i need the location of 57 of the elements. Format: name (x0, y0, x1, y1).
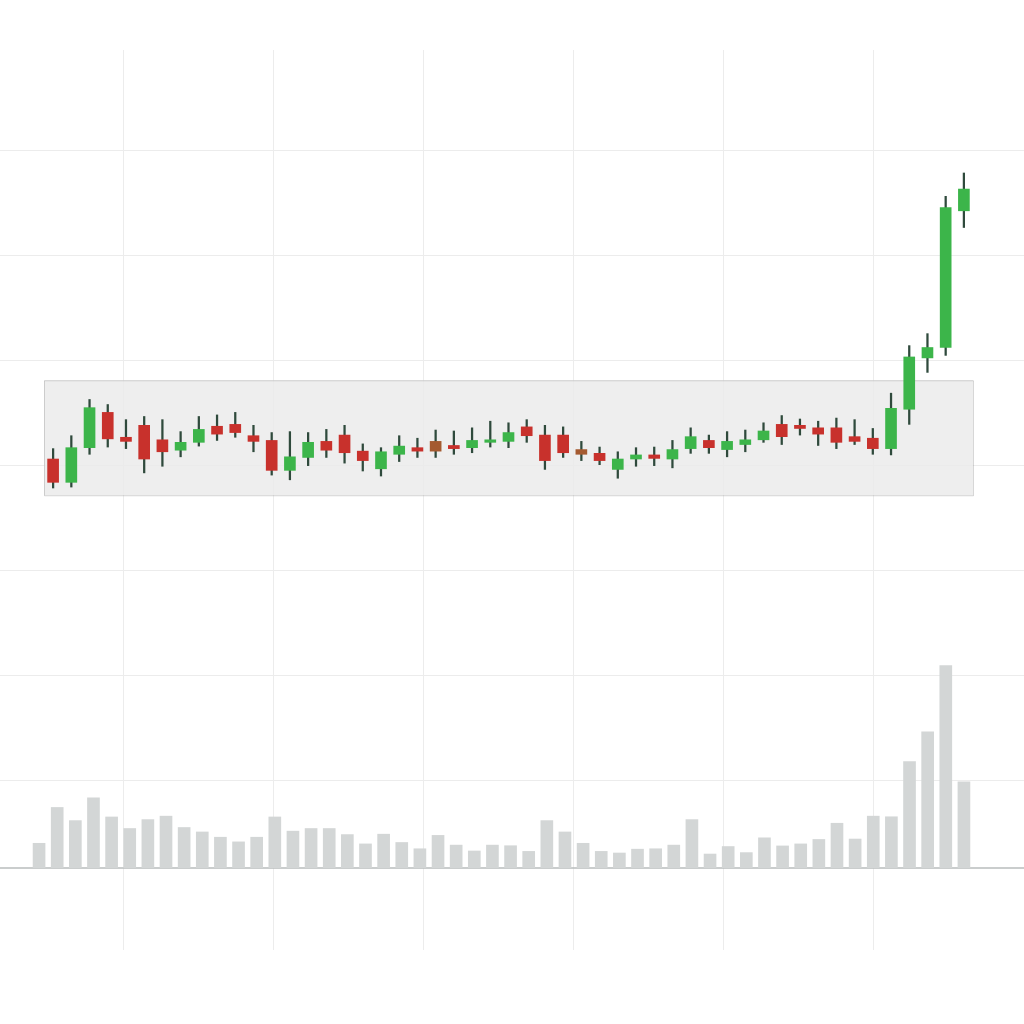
candlestick (848, 419, 861, 445)
bar (123, 828, 137, 868)
bar (486, 844, 499, 868)
bar (649, 848, 662, 868)
bar (721, 846, 735, 868)
bar (177, 827, 191, 868)
bar (558, 831, 572, 868)
bar (776, 845, 789, 868)
bar (467, 850, 481, 868)
bar (739, 852, 753, 868)
bar (141, 819, 155, 868)
bar (758, 837, 771, 868)
bar (69, 820, 82, 868)
bar (504, 845, 517, 868)
bar (87, 797, 100, 868)
bar (413, 848, 427, 868)
bar (377, 833, 390, 868)
bar (159, 815, 173, 868)
bar (195, 831, 209, 868)
bar (921, 731, 934, 868)
bar (667, 844, 681, 868)
bar (540, 820, 554, 868)
bar (214, 836, 227, 868)
bar (359, 843, 372, 868)
bar (322, 828, 336, 868)
bar (105, 816, 118, 868)
candlestick (921, 333, 934, 373)
bar (866, 815, 880, 868)
bar (885, 816, 898, 868)
bar (304, 828, 318, 868)
bar (594, 851, 608, 868)
bar (703, 853, 717, 868)
candlestick (247, 424, 260, 453)
bar (685, 819, 699, 868)
bar (522, 851, 536, 868)
bar (939, 665, 953, 868)
bar (32, 842, 46, 868)
bar (830, 822, 844, 868)
bar (812, 839, 826, 868)
bar (613, 852, 626, 868)
bar (903, 761, 916, 868)
candlestick (156, 419, 169, 467)
bar (848, 838, 862, 868)
bar (576, 842, 590, 868)
bar (449, 844, 463, 868)
bar (286, 830, 300, 868)
bar (50, 807, 64, 868)
bar (395, 842, 409, 868)
bar (341, 834, 354, 868)
bar (957, 781, 971, 868)
bar (794, 843, 808, 868)
candlestick (411, 437, 424, 458)
bar (431, 835, 445, 868)
bar (268, 816, 282, 868)
bar (631, 848, 644, 868)
bar (250, 836, 264, 868)
bar (232, 841, 245, 868)
